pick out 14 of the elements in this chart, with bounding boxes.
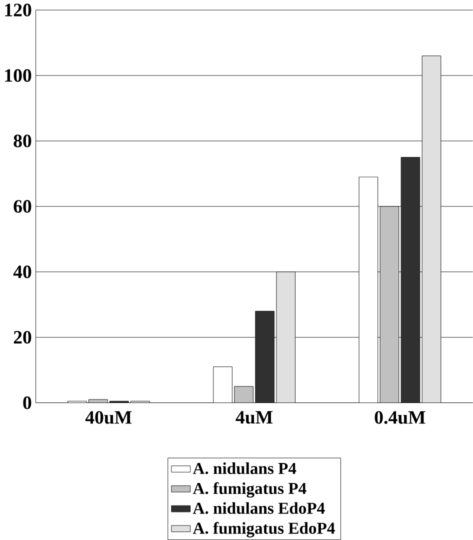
y-tick-label: 20 [14, 330, 32, 344]
legend-label: A. fumigatus P4 [192, 482, 306, 498]
legend-label: A. fumigatus EdoP4 [192, 522, 335, 538]
y-tick-label: 60 [14, 200, 32, 213]
y-tick-label: 40 [13, 266, 32, 278]
legend-label: A. nidulans EdoP4 [192, 502, 325, 514]
y-tick-label: 100 [5, 69, 32, 82]
y-tick-label: 0 [23, 396, 32, 410]
x-tick-label: 40uM [85, 411, 132, 424]
x-tick-label: 4uM [236, 411, 273, 424]
y-tick-label: 120 [5, 4, 32, 16]
x-tick-label: 0.4uM [374, 411, 426, 424]
y-tick-label: 80 [14, 134, 32, 148]
legend-label: A. nidulans P4 [192, 462, 296, 474]
